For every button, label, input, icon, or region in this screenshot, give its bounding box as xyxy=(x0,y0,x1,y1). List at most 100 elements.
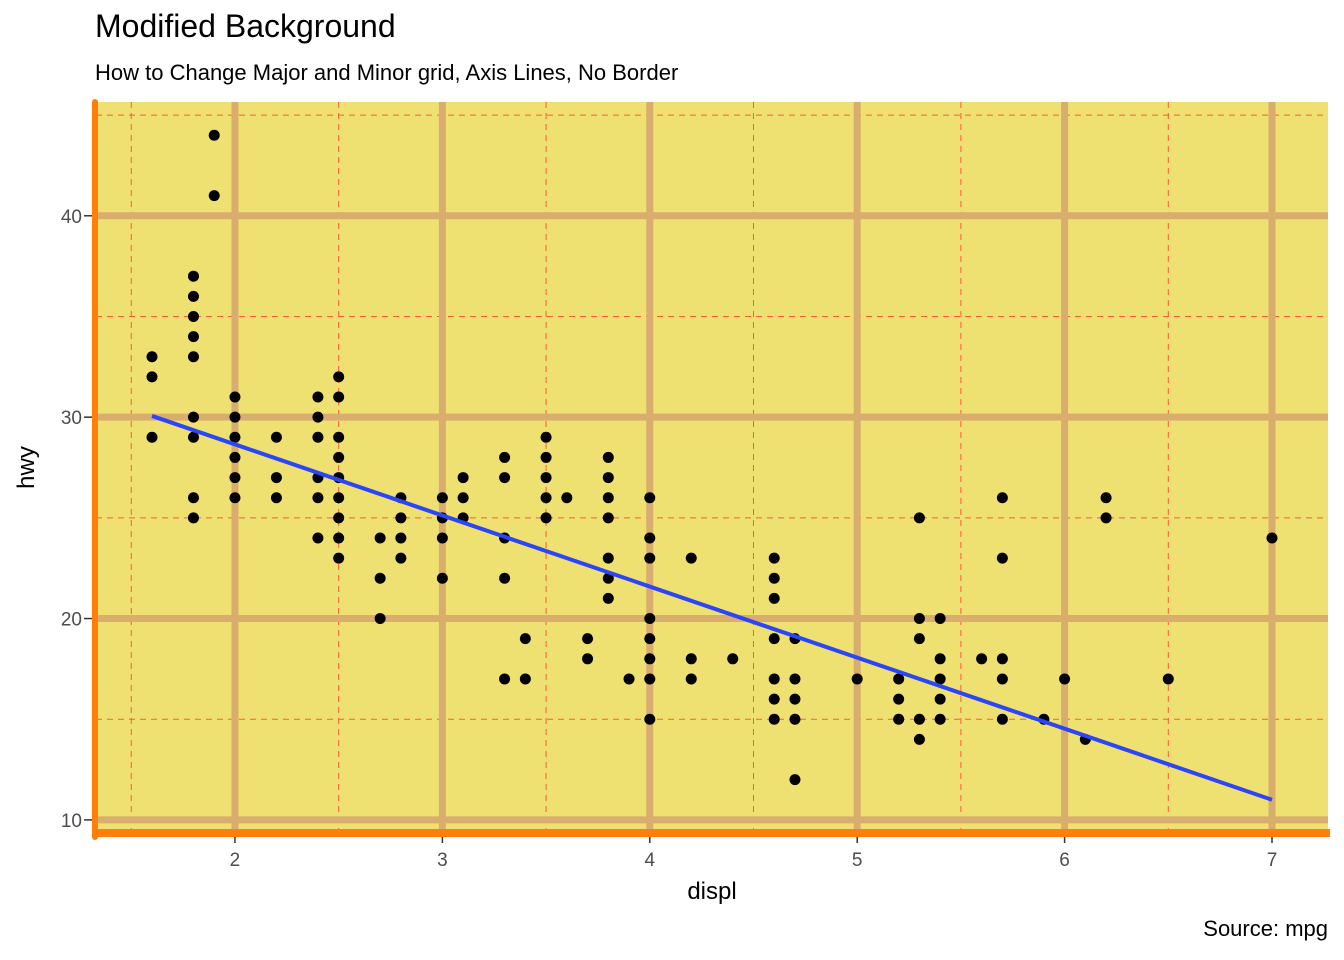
data-point xyxy=(996,552,1008,564)
data-point xyxy=(1100,492,1112,504)
data-point xyxy=(333,371,345,383)
data-point xyxy=(644,552,656,564)
data-point xyxy=(146,431,158,443)
data-point xyxy=(457,492,469,504)
data-point xyxy=(913,713,925,725)
data-point xyxy=(996,492,1008,504)
data-point xyxy=(644,532,656,544)
y-tick-label: 10 xyxy=(61,811,82,832)
data-point xyxy=(333,431,345,443)
x-tick-label: 7 xyxy=(1267,850,1278,871)
data-point xyxy=(913,613,925,625)
data-point xyxy=(602,572,614,584)
data-point xyxy=(187,331,199,343)
data-point xyxy=(644,673,656,685)
data-point xyxy=(333,492,345,504)
data-point xyxy=(436,532,448,544)
data-point xyxy=(457,472,469,484)
data-point xyxy=(436,572,448,584)
data-point xyxy=(395,512,407,524)
panel-background xyxy=(96,102,1328,833)
data-point xyxy=(187,351,199,363)
data-point xyxy=(623,673,635,685)
data-point xyxy=(499,451,511,463)
data-point xyxy=(976,653,988,665)
data-point xyxy=(893,693,905,705)
data-point xyxy=(208,129,220,141)
data-point xyxy=(187,411,199,423)
data-point xyxy=(561,492,573,504)
data-point xyxy=(374,532,386,544)
data-point xyxy=(934,653,946,665)
data-point xyxy=(312,391,324,403)
data-point xyxy=(540,451,552,463)
data-point xyxy=(727,653,739,665)
data-point xyxy=(789,713,801,725)
plot-panel xyxy=(96,102,1328,833)
data-point xyxy=(499,673,511,685)
data-point xyxy=(893,673,905,685)
data-point xyxy=(540,472,552,484)
data-point xyxy=(913,733,925,745)
data-point xyxy=(768,673,780,685)
data-point xyxy=(1100,512,1112,524)
data-point xyxy=(602,512,614,524)
data-point xyxy=(893,713,905,725)
tick-labels: 2 3 4 5 6 7 10 20 30 40 xyxy=(61,207,1277,871)
data-point xyxy=(540,512,552,524)
data-point xyxy=(789,774,801,786)
data-point xyxy=(229,391,241,403)
data-point xyxy=(685,673,697,685)
y-tick-label: 40 xyxy=(61,207,82,228)
y-tick-label: 20 xyxy=(61,610,82,631)
chart-subtitle: How to Change Major and Minor grid, Axis… xyxy=(95,60,679,85)
data-point xyxy=(395,552,407,564)
data-point xyxy=(187,512,199,524)
data-point xyxy=(934,693,946,705)
data-point xyxy=(270,492,282,504)
data-point xyxy=(270,472,282,484)
data-point xyxy=(602,451,614,463)
data-point xyxy=(229,451,241,463)
minor-grid xyxy=(96,102,1328,833)
data-point xyxy=(768,633,780,645)
data-point xyxy=(768,713,780,725)
data-point xyxy=(789,673,801,685)
data-point xyxy=(1266,532,1278,544)
major-grid xyxy=(96,102,1328,833)
data-point xyxy=(540,431,552,443)
data-point xyxy=(333,552,345,564)
x-tick-label: 4 xyxy=(644,850,655,871)
data-point xyxy=(789,693,801,705)
data-point xyxy=(519,673,531,685)
data-point xyxy=(270,431,282,443)
data-point xyxy=(312,492,324,504)
x-axis-title: displ xyxy=(687,878,736,905)
data-point xyxy=(913,633,925,645)
data-point xyxy=(374,572,386,584)
y-tick-label: 30 xyxy=(61,408,82,429)
data-point xyxy=(229,411,241,423)
data-point xyxy=(768,592,780,604)
data-point xyxy=(602,472,614,484)
data-point xyxy=(644,492,656,504)
chart-title: Modified Background xyxy=(95,8,396,44)
data-point xyxy=(996,713,1008,725)
x-tick-label: 2 xyxy=(230,850,241,871)
data-point xyxy=(644,613,656,625)
data-point xyxy=(436,492,448,504)
data-point xyxy=(333,512,345,524)
data-point xyxy=(582,653,594,665)
data-point xyxy=(229,492,241,504)
data-point xyxy=(229,472,241,484)
data-point xyxy=(934,613,946,625)
data-point xyxy=(519,633,531,645)
y-axis-title: hwy xyxy=(13,446,40,489)
data-point xyxy=(312,431,324,443)
data-point xyxy=(312,411,324,423)
data-points xyxy=(146,129,1278,786)
data-point xyxy=(851,673,863,685)
data-point xyxy=(208,190,220,202)
data-point xyxy=(934,673,946,685)
